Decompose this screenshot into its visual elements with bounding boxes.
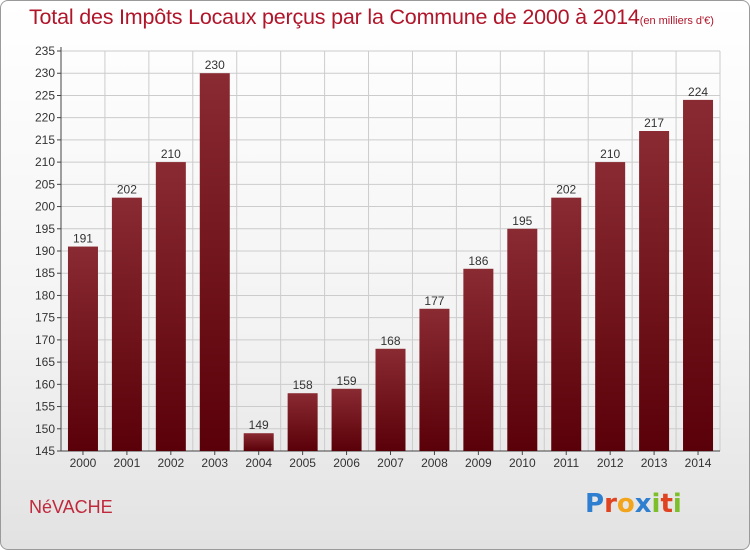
bar[interactable] — [111, 197, 142, 451]
bar[interactable] — [639, 131, 670, 451]
y-tick-label: 225 — [35, 88, 55, 102]
y-tick-label: 190 — [35, 244, 55, 258]
bar[interactable] — [243, 433, 274, 451]
logo-letter: t — [660, 489, 673, 519]
logo-letter: i — [651, 489, 661, 519]
bar[interactable] — [375, 348, 406, 451]
bar-value-label: 149 — [249, 418, 269, 432]
bar[interactable] — [67, 246, 98, 451]
y-tick-label: 195 — [35, 222, 55, 236]
logo-letter: i — [672, 489, 682, 519]
chart-title: Total des Impôts Locaux perçus par la Co… — [29, 5, 714, 30]
proxiti-logo[interactable]: Proxiti — [585, 489, 682, 519]
y-tick-label: 145 — [35, 444, 55, 458]
x-tick-label: 2008 — [421, 456, 448, 470]
x-tick-label: 2001 — [114, 456, 141, 470]
x-tick-label: 2002 — [157, 456, 184, 470]
y-tick-label: 220 — [35, 111, 55, 125]
bar-value-label: 186 — [468, 254, 488, 268]
bar-value-label: 168 — [380, 334, 400, 348]
x-tick-label: 2006 — [333, 456, 360, 470]
logo-letter: o — [616, 489, 635, 519]
y-tick-label: 160 — [35, 377, 55, 391]
bar-value-label: 158 — [293, 378, 313, 392]
bar-value-label: 230 — [205, 58, 225, 72]
bar-value-label: 210 — [600, 147, 620, 161]
logo-letter: r — [604, 489, 617, 519]
chart-title-text: Total des Impôts Locaux perçus par la Co… — [29, 5, 640, 29]
y-tick-label: 150 — [35, 422, 55, 436]
bar[interactable] — [199, 73, 230, 451]
x-tick-label: 2012 — [597, 456, 624, 470]
bar-value-label: 195 — [512, 214, 532, 228]
y-tick-label: 235 — [35, 44, 55, 58]
bar[interactable] — [463, 268, 494, 451]
commune-name: NéVACHE — [29, 497, 113, 517]
bar-value-label: 224 — [688, 85, 708, 99]
y-tick-label: 185 — [35, 266, 55, 280]
x-tick-label: 2011 — [553, 456, 579, 470]
bar-value-label: 191 — [73, 232, 93, 246]
logo-letter: x — [634, 489, 652, 519]
bar[interactable] — [507, 228, 538, 451]
x-tick-label: 2004 — [245, 456, 272, 470]
x-tick-label: 2013 — [641, 456, 668, 470]
bar[interactable] — [331, 388, 362, 451]
y-tick-label: 205 — [35, 177, 55, 191]
bar-value-label: 202 — [117, 183, 137, 197]
y-tick-label: 200 — [35, 200, 55, 214]
bar[interactable] — [419, 308, 450, 451]
data-labels: 191 202 210 230 149 158 159 168 177 186 195 202 210 2… — [73, 58, 708, 432]
bar[interactable] — [155, 162, 186, 451]
y-tick-label: 215 — [35, 133, 55, 147]
y-tick-label: 180 — [35, 288, 55, 302]
y-tick-label: 165 — [35, 355, 55, 369]
bar-value-label: 202 — [556, 183, 576, 197]
y-tick-label: 175 — [35, 311, 55, 325]
bar-value-label: 210 — [161, 147, 181, 161]
bar-value-label: 159 — [337, 374, 357, 388]
bar[interactable] — [595, 162, 626, 451]
x-tick-label: 2003 — [201, 456, 228, 470]
bars — [67, 73, 714, 451]
x-tick-label: 2000 — [70, 456, 97, 470]
y-tick-label: 230 — [35, 66, 55, 80]
x-tick-label: 2007 — [377, 456, 404, 470]
bar[interactable] — [287, 393, 318, 451]
tick-labels: 145 150 155 160 165 170 175 180 185 190 195 200 205 2… — [35, 44, 712, 470]
y-tick-label: 210 — [35, 155, 55, 169]
logo-letter: P — [585, 489, 605, 519]
x-tick-label: 2010 — [509, 456, 536, 470]
x-tick-label: 2014 — [685, 456, 712, 470]
chart-unit: (en milliers d'€) — [639, 15, 714, 27]
x-tick-label: 2009 — [465, 456, 492, 470]
bar-value-label: 217 — [644, 116, 664, 130]
bar[interactable] — [551, 197, 582, 451]
bar-value-label: 177 — [424, 294, 444, 308]
bar[interactable] — [683, 99, 714, 451]
y-tick-label: 170 — [35, 333, 55, 347]
y-tick-label: 155 — [35, 400, 55, 414]
x-tick-label: 2005 — [289, 456, 316, 470]
